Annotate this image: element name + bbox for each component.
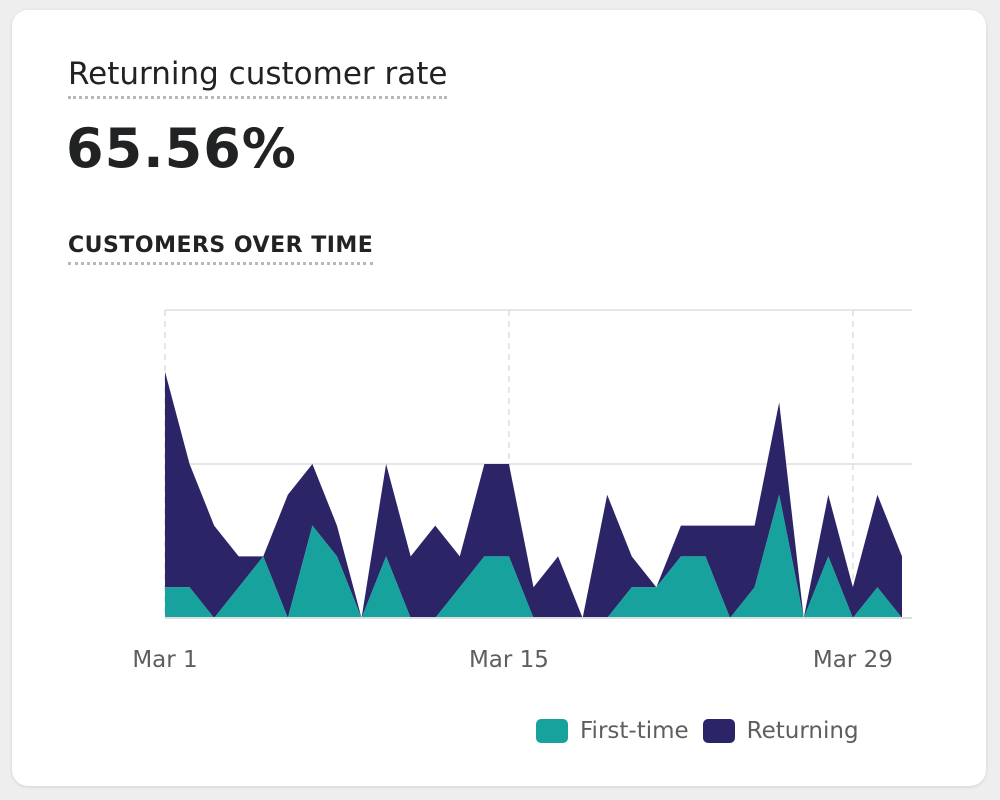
series-area-returning — [165, 371, 902, 618]
legend-item-first-time[interactable]: First-time — [536, 718, 689, 744]
legend-swatch-first-time — [536, 719, 568, 743]
metric-card: Returning customer rate 65.56% CUSTOMERS… — [12, 10, 986, 786]
x-tick-label: Mar 15 — [469, 647, 549, 673]
legend-label-returning: Returning — [746, 718, 859, 744]
x-tick-label: Mar 1 — [132, 647, 197, 673]
chart-section-title[interactable]: CUSTOMERS OVER TIME — [68, 232, 374, 265]
legend-item-returning[interactable]: Returning — [702, 718, 859, 744]
series-area-first-time — [165, 494, 902, 618]
x-tick-label: Mar 29 — [813, 647, 893, 673]
metric-value: 65.56% — [66, 117, 297, 180]
customers-over-time-chart: Mar 1 Mar 15 Mar 29 — [132, 309, 912, 673]
legend-label-first-time: First-time — [580, 718, 689, 744]
metric-title[interactable]: Returning customer rate — [68, 54, 448, 99]
legend-swatch-returning — [702, 719, 735, 743]
chart-legend: First-time Returning — [536, 718, 859, 744]
